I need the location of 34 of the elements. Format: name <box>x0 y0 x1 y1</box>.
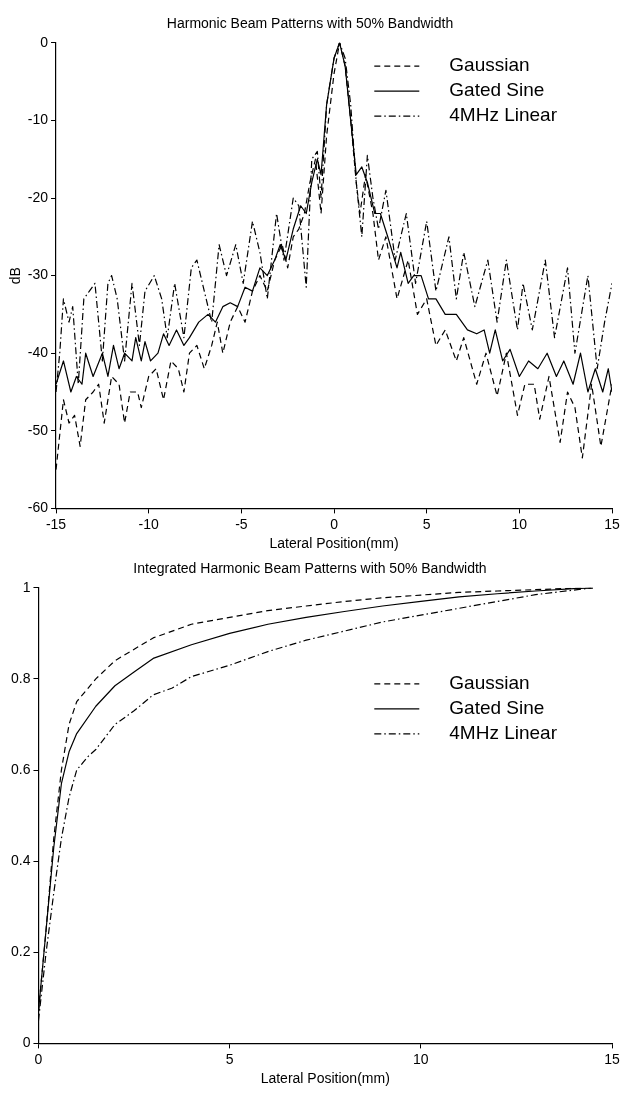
x-axis-title: Lateral Position(mm) <box>260 1070 390 1087</box>
x-tick-label: 15 <box>604 515 620 532</box>
y-tick-label: 0.4 <box>10 852 31 869</box>
legend-label: Gated Sine <box>449 697 545 719</box>
chart-title: Integrated Harmonic Beam Patterns with 50% Bandwidth <box>133 560 487 577</box>
x-tick-label: 5 <box>422 515 431 532</box>
x-tick-label: -10 <box>138 515 160 532</box>
x-tick-label: 10 <box>511 515 528 532</box>
x-axis-title: Lateral Position(mm) <box>269 535 399 552</box>
x-tick-label: 5 <box>225 1050 234 1067</box>
y-tick-label: -50 <box>27 421 49 438</box>
x-tick-label: 0 <box>330 515 339 532</box>
legend-label: Gaussian <box>449 54 530 76</box>
y-tick-label: -20 <box>27 188 49 205</box>
y-tick-label: -10 <box>27 111 49 128</box>
y-tick-label: 0 <box>40 33 49 50</box>
legend-label: 4MHz Linear <box>449 104 558 126</box>
y-tick-label: 1 <box>22 578 31 595</box>
y-tick-label: -60 <box>27 499 49 516</box>
y-tick-label: 0.2 <box>10 943 31 960</box>
y-tick-label: 0.8 <box>10 669 31 686</box>
y-tick-label: 0.6 <box>10 760 31 777</box>
y-tick-label: -40 <box>27 344 49 361</box>
legend-label: 4MHz Linear <box>449 722 558 744</box>
y-tick-label: 0 <box>22 1034 31 1051</box>
legend-label: Gated Sine <box>449 79 545 101</box>
legend-label: Gaussian <box>449 672 530 694</box>
x-tick-label: 10 <box>413 1050 429 1067</box>
x-tick-label: 15 <box>604 1050 620 1067</box>
x-tick-label: -15 <box>45 515 67 532</box>
y-axis-title: dB <box>7 267 24 285</box>
chart-title: Harmonic Beam Patterns with 50% Bandwidth <box>166 15 454 32</box>
x-tick-label: -5 <box>235 515 248 532</box>
y-tick-label: -30 <box>27 266 49 283</box>
